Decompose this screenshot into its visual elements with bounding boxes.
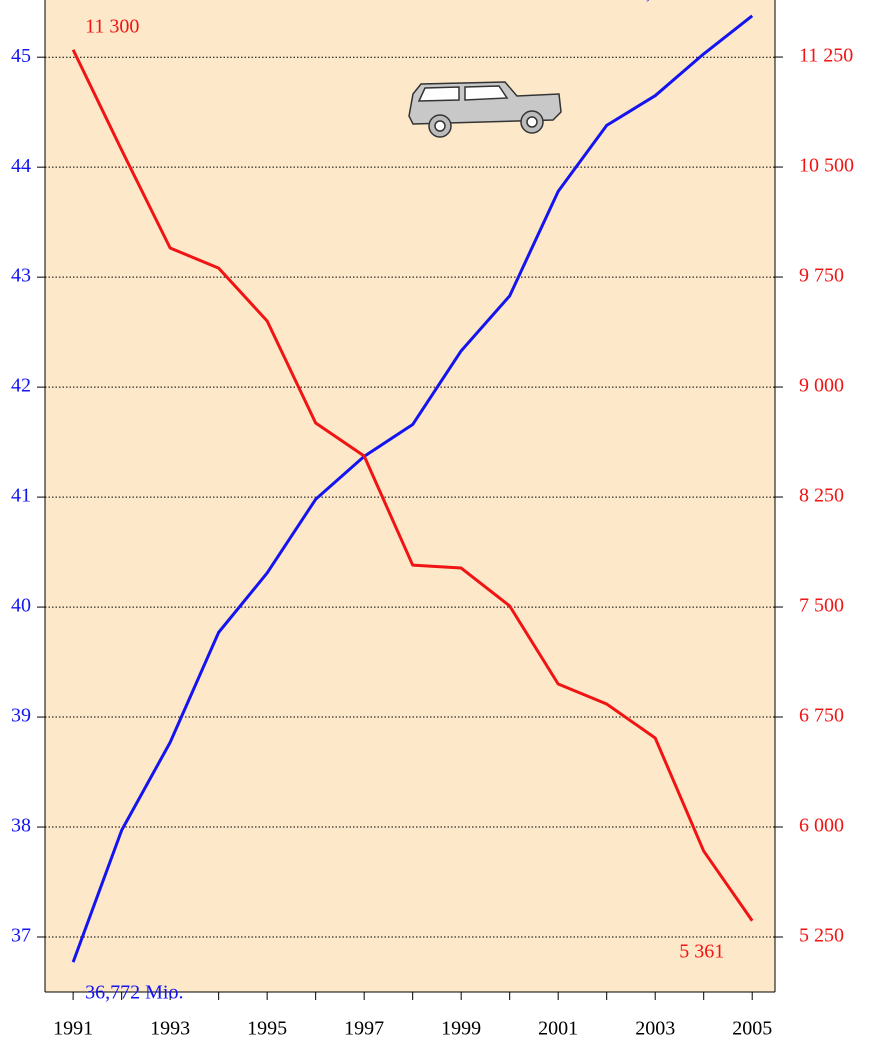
x-tick-label: 2003	[635, 1018, 675, 1040]
x-tick-label: 1993	[150, 1018, 190, 1040]
chart: 37 38 39 40 41 42 43 44 45 5 250 6 000 6 750 7 500 8 …	[0, 0, 870, 1044]
plot-area	[45, 0, 775, 992]
y2-tick-label: 5 250	[799, 925, 844, 947]
y2-tick-label: 6 000	[799, 815, 844, 837]
x-tick-label: 1995	[247, 1018, 287, 1040]
y2-tick-label: 9 750	[799, 265, 844, 287]
x-tick-label: 1991	[53, 1018, 93, 1040]
x-tick-label: 2001	[538, 1018, 578, 1040]
y2-tick-label: 6 750	[799, 705, 844, 727]
y-tick-label: 42	[11, 375, 31, 397]
y-tick-label: 40	[11, 595, 31, 617]
y-tick-label: 39	[11, 705, 31, 727]
data-label: 36,772 Mio.	[85, 982, 183, 1004]
data-label: 11 300	[85, 15, 139, 37]
y2-tick-label: 9 000	[799, 375, 844, 397]
x-tick-label: 1999	[441, 1018, 481, 1040]
y2-tick-label: 8 250	[799, 485, 844, 507]
y-tick-label: 38	[11, 815, 31, 837]
y-tick-label: 41	[11, 485, 31, 507]
y-tick-label: 44	[11, 155, 31, 177]
y2-tick-label: 10 500	[799, 155, 854, 177]
y2-tick-label: 7 500	[799, 595, 844, 617]
y2-tick-label: 11 250	[799, 45, 853, 67]
data-label: 5 361	[679, 940, 724, 962]
y-tick-label: 37	[11, 925, 31, 947]
x-tick-label: 1997	[344, 1018, 384, 1040]
data-label: 45,376 Mio.	[626, 0, 724, 3]
y-tick-label: 45	[11, 45, 31, 67]
y-tick-label: 43	[11, 265, 31, 287]
x-tick-label: 2005	[732, 1018, 772, 1040]
